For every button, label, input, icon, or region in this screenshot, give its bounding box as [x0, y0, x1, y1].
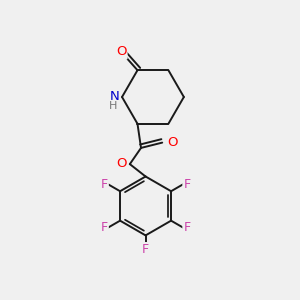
Text: O: O: [167, 136, 178, 149]
Text: O: O: [116, 157, 126, 170]
Text: H: H: [109, 101, 117, 111]
Text: N: N: [110, 90, 120, 103]
Text: O: O: [116, 46, 127, 59]
Text: F: F: [101, 221, 108, 234]
Text: F: F: [183, 221, 190, 234]
Text: F: F: [101, 178, 108, 191]
Text: F: F: [183, 178, 190, 191]
Text: F: F: [142, 243, 149, 256]
